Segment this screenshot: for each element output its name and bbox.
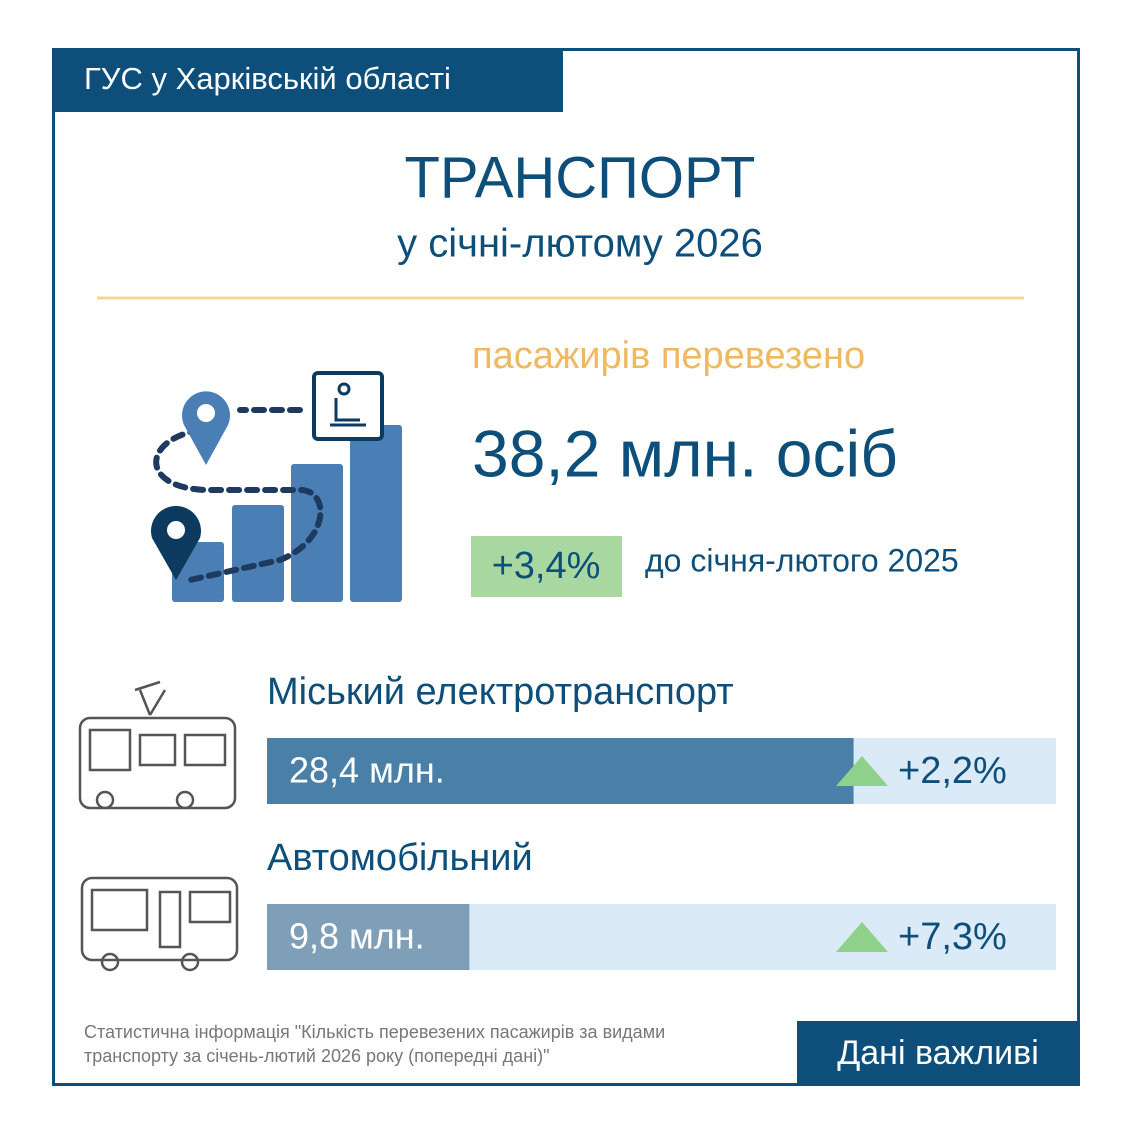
footer-tag: Дані важливі	[837, 1034, 1039, 1072]
passenger-icon	[151, 371, 402, 602]
change: +3,4%	[492, 545, 601, 587]
up-arrow	[836, 922, 888, 952]
source-line: транспорту за січень-лютий 2026 року (по…	[84, 1046, 550, 1066]
bar	[267, 738, 854, 804]
change-badge	[471, 536, 622, 597]
subtitle: у січні-лютому 2026	[397, 222, 763, 266]
bus-icon	[80, 876, 239, 972]
value-label: 9,8 млн.	[289, 916, 425, 957]
title: ТРАНСПОРТ	[404, 145, 755, 210]
bar	[267, 904, 470, 970]
total: 38,2 млн. осіб	[472, 416, 898, 490]
row-change: +2,2%	[898, 750, 1007, 792]
tram-icon	[78, 680, 237, 810]
source-line: Статистична інформація "Кількість переве…	[84, 1022, 665, 1042]
row-name: Міський електротранспорт	[267, 671, 734, 713]
header-tab	[52, 48, 563, 112]
row-name: Автомобільний	[267, 837, 533, 879]
value-label: 28,4 млн.	[289, 750, 445, 791]
up-arrow	[836, 756, 888, 786]
footer-tab	[797, 1021, 1080, 1086]
comparison: до січня-лютого 2025	[645, 542, 959, 578]
caption: пасажирів перевезено	[472, 335, 865, 377]
row-change: +7,3%	[898, 916, 1007, 958]
frame	[52, 48, 1080, 1086]
organization: ГУС у Харківській області	[84, 61, 451, 96]
